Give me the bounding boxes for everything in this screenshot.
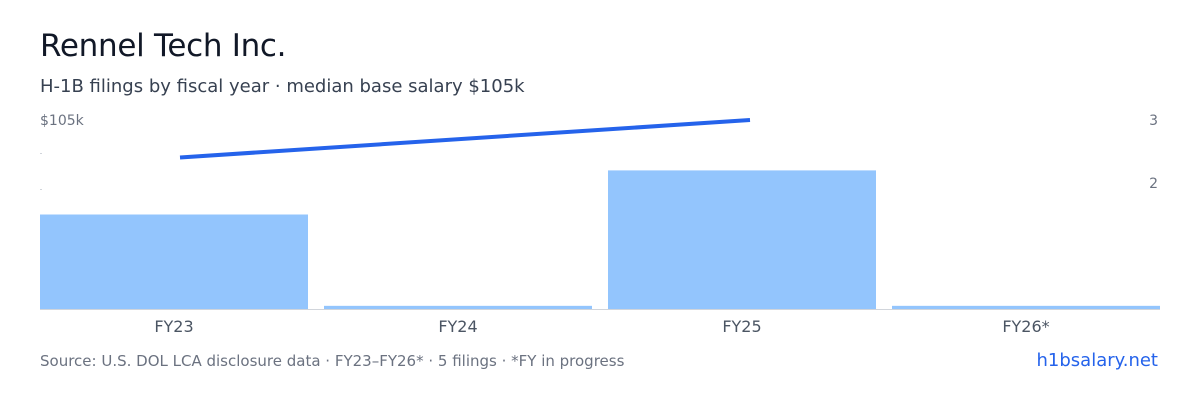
left-axis-minor-tick	[40, 153, 42, 154]
chart-subtitle: H-1B filings by fiscal year · median bas…	[40, 76, 525, 97]
chart-area: FY23 FY24 FY25 FY26* 3 2 $105k	[40, 113, 1160, 336]
bar-fy25[interactable]	[608, 170, 876, 309]
salary-line-group	[179, 118, 751, 160]
x-tick-label: FY26*	[1002, 317, 1049, 336]
bar-fy24[interactable]	[324, 305, 592, 309]
median-salary-line[interactable]	[179, 118, 751, 160]
x-tick-label: FY25	[722, 317, 761, 336]
right-axis-tick-label: 3	[1149, 113, 1158, 129]
source-note: Source: U.S. DOL LCA disclosure data · F…	[40, 352, 625, 370]
x-tick-label: FY24	[438, 317, 477, 336]
left-axis-tick-label: $105k	[40, 113, 85, 129]
bars-group	[40, 170, 1160, 309]
right-axis-tick-label: 2	[1149, 176, 1158, 192]
y-tick-labels: 3 2 $105k	[40, 113, 1158, 192]
bar-fy23[interactable]	[40, 214, 308, 310]
left-axis-minor-tick	[40, 189, 42, 190]
brand-link[interactable]: h1bsalary.net	[1036, 350, 1158, 371]
bar-fy26[interactable]	[892, 305, 1160, 309]
x-tick-labels: FY23 FY24 FY25 FY26*	[154, 317, 1049, 336]
chart-title: Rennel Tech Inc.	[40, 28, 287, 64]
x-tick-label: FY23	[154, 317, 193, 336]
